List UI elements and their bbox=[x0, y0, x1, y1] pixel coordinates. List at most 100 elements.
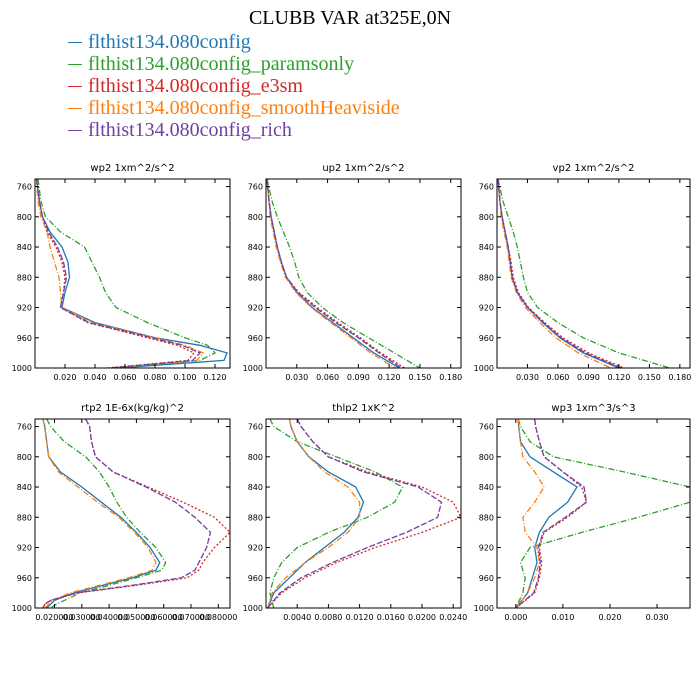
y-tick-label: 880 bbox=[248, 513, 263, 522]
series-line bbox=[266, 419, 365, 608]
y-tick-label: 960 bbox=[17, 574, 32, 583]
chart-panel: wp2 1xm^2/s^2 760 800 840 880 920 960 1000 0.020… bbox=[12, 163, 231, 382]
x-tick-label: 0.150 bbox=[408, 373, 431, 382]
y-tick-label: 800 bbox=[17, 453, 32, 462]
legend-item: flthist134.080config_e3sm bbox=[68, 75, 400, 97]
chart-panel: vp2 1xm^2/s^2 760 800 840 880 920 960 1000 0.030… bbox=[474, 163, 692, 382]
x-tick-label: 0.070000 bbox=[172, 613, 210, 622]
plot-frame bbox=[34, 178, 231, 369]
y-tick-label: 880 bbox=[17, 273, 32, 282]
x-tick-label: 0.0080 bbox=[314, 613, 342, 622]
series-line bbox=[269, 419, 404, 608]
x-tick-label: 0.0240 bbox=[439, 613, 467, 622]
series-line bbox=[515, 419, 588, 608]
y-tick-label: 840 bbox=[479, 483, 494, 492]
x-tick-label: 0.020 bbox=[54, 373, 77, 382]
series-line bbox=[266, 179, 421, 368]
legend-item: flthist134.080config bbox=[68, 31, 400, 53]
y-tick-label: 800 bbox=[479, 213, 494, 222]
y-tick-label: 960 bbox=[248, 334, 263, 343]
x-tick-label: 0.000 bbox=[504, 613, 527, 622]
y-tick-label: 1000 bbox=[474, 364, 494, 373]
plot-frame bbox=[265, 418, 462, 609]
legend-label: flthist134.080config_e3sm bbox=[88, 74, 303, 97]
series-line bbox=[266, 419, 361, 608]
x-tick-label: 0.100 bbox=[174, 373, 197, 382]
panel-title: wp2 1xm^2/s^2 bbox=[90, 163, 174, 174]
y-tick-label: 1000 bbox=[243, 604, 263, 613]
legend: flthist134.080config flthist134.080confi… bbox=[68, 31, 400, 141]
y-tick-label: 960 bbox=[479, 334, 494, 343]
y-tick-label: 1000 bbox=[243, 364, 263, 373]
x-tick-label: 0.080000 bbox=[199, 613, 237, 622]
legend-item: flthist134.080config_paramsonly bbox=[68, 53, 400, 75]
x-tick-label: 0.060 bbox=[316, 373, 339, 382]
plot-frame bbox=[34, 418, 231, 609]
x-tick-label: 0.120 bbox=[607, 373, 630, 382]
series-line bbox=[515, 419, 690, 608]
series-line bbox=[35, 179, 202, 368]
x-tick-label: 0.050000 bbox=[117, 613, 155, 622]
series-line bbox=[42, 419, 230, 608]
y-tick-label: 960 bbox=[248, 574, 263, 583]
series-line bbox=[46, 419, 167, 608]
plot-frame bbox=[496, 178, 691, 369]
y-tick-label: 960 bbox=[479, 574, 494, 583]
y-tick-label: 920 bbox=[248, 304, 263, 313]
series-line bbox=[266, 179, 405, 368]
x-tick-label: 0.180 bbox=[668, 373, 691, 382]
y-tick-label: 920 bbox=[248, 544, 263, 553]
series-line bbox=[515, 419, 588, 608]
y-tick-label: 760 bbox=[17, 423, 32, 432]
x-tick-label: 0.060000 bbox=[145, 613, 183, 622]
y-tick-label: 760 bbox=[479, 423, 494, 432]
series-line bbox=[267, 419, 461, 608]
y-tick-label: 840 bbox=[248, 243, 263, 252]
plot-frame bbox=[496, 418, 691, 609]
series-line bbox=[42, 419, 161, 608]
plot-frame bbox=[265, 178, 462, 369]
y-tick-label: 880 bbox=[479, 273, 494, 282]
panel-title: thlp2 1xK^2 bbox=[332, 403, 395, 414]
legend-label: flthist134.080config_rich bbox=[88, 118, 292, 141]
x-tick-label: 0.0120 bbox=[346, 613, 374, 622]
legend-swatch bbox=[68, 107, 82, 109]
x-tick-label: 0.150 bbox=[638, 373, 661, 382]
panel-title: up2 1xm^2/s^2 bbox=[322, 163, 404, 174]
legend-swatch bbox=[68, 85, 82, 87]
x-tick-label: 0.030 bbox=[516, 373, 539, 382]
x-tick-label: 0.040000 bbox=[90, 613, 128, 622]
x-tick-label: 0.040 bbox=[84, 373, 107, 382]
series-line bbox=[42, 419, 212, 608]
x-tick-label: 0.020 bbox=[599, 613, 622, 622]
x-tick-label: 0.0200 bbox=[408, 613, 436, 622]
chart-panel: rtp2 1E-6x(kg/kg)^2 760 800 840 880 920 960 100… bbox=[12, 403, 238, 622]
legend-swatch bbox=[68, 41, 82, 43]
y-tick-label: 760 bbox=[248, 183, 263, 192]
x-tick-label: 0.010 bbox=[551, 613, 574, 622]
y-tick-label: 920 bbox=[479, 304, 494, 313]
series-line bbox=[515, 419, 545, 608]
y-tick-label: 920 bbox=[17, 544, 32, 553]
y-tick-label: 840 bbox=[17, 243, 32, 252]
y-tick-label: 760 bbox=[479, 183, 494, 192]
series-line bbox=[266, 179, 396, 368]
series-line bbox=[497, 179, 670, 368]
y-tick-label: 760 bbox=[248, 423, 263, 432]
y-tick-label: 920 bbox=[17, 304, 32, 313]
series-line bbox=[497, 179, 612, 368]
x-tick-label: 0.0160 bbox=[377, 613, 405, 622]
y-tick-label: 880 bbox=[17, 513, 32, 522]
legend-swatch bbox=[68, 63, 82, 65]
series-line bbox=[266, 179, 402, 368]
y-tick-label: 1000 bbox=[12, 604, 32, 613]
chart-panel: up2 1xm^2/s^2 760 800 840 880 920 960 1000 0.030… bbox=[243, 163, 463, 382]
y-tick-label: 920 bbox=[479, 544, 494, 553]
legend-label: flthist134.080config bbox=[88, 30, 251, 53]
y-tick-label: 1000 bbox=[474, 604, 494, 613]
x-tick-label: 0.020000 bbox=[35, 613, 73, 622]
legend-label: flthist134.080config_paramsonly bbox=[88, 52, 355, 75]
series-line bbox=[35, 179, 205, 368]
chart-panel: wp3 1xm^3/s^3 760 800 840 880 920 960 1000 0.000… bbox=[474, 403, 691, 622]
